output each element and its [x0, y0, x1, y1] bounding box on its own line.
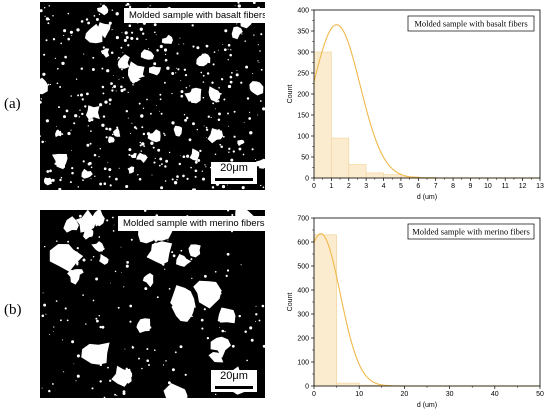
- plot-frame: [313, 217, 541, 387]
- x-tick-label-4: 40: [491, 391, 499, 398]
- y-tick-label-3: 300: [297, 311, 309, 318]
- scale-bar-basalt-text: 20μm: [220, 162, 248, 174]
- scale-bar-basalt: 20μm: [211, 162, 257, 184]
- y-tick-label-5: 500: [297, 263, 309, 270]
- histogram-bar-1: [330, 137, 350, 179]
- y-tick-label-2: 100: [297, 133, 309, 140]
- micrograph-merino: Molded sample with merino fibers 20μm: [40, 210, 265, 398]
- x-tick-label-8: 8: [451, 183, 455, 190]
- x-tick-label-12: 12: [519, 183, 527, 190]
- scale-bar-merino-line: [215, 386, 253, 389]
- micrograph-merino-label: Molded sample with merino fibers: [118, 216, 265, 231]
- scale-bar-merino-text: 20μm: [220, 370, 248, 382]
- x-tick-label-3: 3: [364, 183, 368, 190]
- x-tick-label-9: 9: [469, 183, 473, 190]
- x-tick-label-3: 30: [446, 391, 454, 398]
- x-tick-label-11: 11: [502, 183, 509, 190]
- micrograph-basalt-label: Molded sample with basalt fibers: [124, 8, 265, 23]
- x-tick-label-7: 7: [434, 183, 438, 190]
- y-tick-label-2: 200: [297, 335, 309, 342]
- scale-bar-basalt-line: [215, 178, 253, 181]
- x-tick-label-0: 0: [312, 183, 316, 190]
- panel-label-b: (b): [4, 302, 22, 318]
- x-tick-label-0: 0: [312, 391, 316, 398]
- x-tick-label-4: 4: [382, 183, 386, 190]
- histogram-bar-2: [348, 164, 367, 179]
- x-axis-label: d (um): [417, 402, 437, 409]
- y-tick-label-7: 700: [297, 215, 309, 222]
- y-tick-label-6: 300: [297, 49, 309, 56]
- x-tick-label-1: 1: [329, 183, 333, 190]
- micrograph-basalt: Molded sample with basalt fibers 20μm: [40, 2, 265, 190]
- y-axis-label: Count: [287, 85, 294, 104]
- y-tick-label-6: 600: [297, 239, 309, 246]
- histogram-bar-4: [383, 174, 402, 179]
- y-tick-label-0: 0: [305, 175, 309, 182]
- histogram-basalt: 0 1 2 3 4 5 6 7 8 9 10 11 12 130501001502002503003504…: [287, 7, 544, 201]
- y-tick-label-4: 400: [297, 287, 309, 294]
- y-tick-label-1: 100: [297, 359, 309, 366]
- micrograph-merino-texture: [41, 210, 265, 398]
- x-tick-label-1: 10: [355, 391, 363, 398]
- y-tick-label-7: 350: [297, 28, 309, 35]
- legend-text: Molded sample with basalt fibers: [414, 19, 527, 29]
- legend-box: [407, 223, 535, 240]
- x-tick-label-6: 6: [416, 183, 420, 190]
- x-tick-label-13: 13: [536, 183, 544, 190]
- histogram-bar-0: [313, 234, 338, 387]
- y-tick-label-4: 200: [297, 91, 309, 98]
- legend-text: Molded sample with merino fibers: [412, 227, 530, 237]
- y-tick-label-3: 150: [297, 112, 309, 119]
- histogram-bar-3: [365, 172, 384, 179]
- y-axis-label: Count: [287, 293, 294, 312]
- fit-curve: [313, 233, 540, 387]
- x-axis-label: d (um): [417, 194, 437, 201]
- panel-label-a: (a): [4, 96, 21, 112]
- y-tick-label-8: 400: [297, 7, 309, 14]
- scale-bar-merino: 20μm: [211, 370, 257, 392]
- legend-box: [407, 15, 535, 32]
- x-tick-label-5: 5: [399, 183, 403, 190]
- y-tick-label-1: 50: [301, 154, 309, 161]
- y-tick-label-5: 250: [297, 70, 309, 77]
- x-tick-label-2: 2: [347, 183, 351, 190]
- x-tick-label-2: 20: [401, 391, 409, 398]
- x-tick-label-5: 50: [536, 391, 544, 398]
- histogram-bar-1: [336, 382, 360, 387]
- y-tick-label-0: 0: [305, 383, 309, 390]
- x-tick-label-10: 10: [484, 183, 492, 190]
